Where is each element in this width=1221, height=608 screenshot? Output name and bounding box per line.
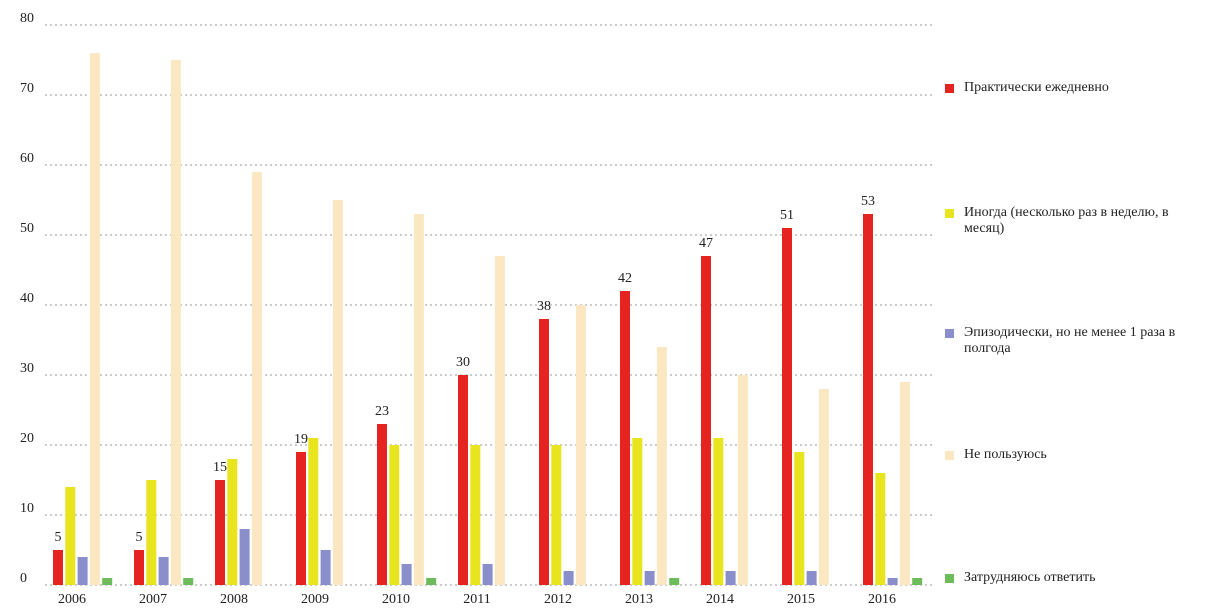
bar: [332, 200, 343, 585]
bar: [482, 564, 493, 585]
data-label: 42: [618, 271, 632, 286]
data-label: 23: [375, 404, 389, 419]
bar: [632, 438, 643, 585]
x-tick-label: 2012: [544, 592, 572, 607]
y-tick-label: 10: [20, 501, 34, 516]
chart: 0 10 20 30 40 50 60 70 80 2006 5 2007 5 2008 15 2009 19 2…: [20, 11, 935, 607]
bar: [875, 473, 886, 585]
bar: [158, 557, 169, 585]
bar: [539, 319, 549, 585]
y-tick-label: 40: [20, 291, 34, 306]
data-label: 51: [780, 208, 794, 223]
legend-swatch: [945, 329, 954, 338]
legend-swatch: [945, 574, 954, 583]
bar: [170, 60, 181, 585]
bar: [227, 459, 238, 585]
bar: [470, 445, 481, 585]
bar: [494, 256, 505, 585]
bar: [89, 53, 100, 585]
bar: [458, 375, 468, 585]
data-label: 19: [294, 432, 308, 447]
x-tick-label: 2011: [463, 592, 490, 607]
legend-item: Практически ежедневно: [945, 80, 1215, 96]
bar: [77, 557, 88, 585]
y-tick-label: 80: [20, 11, 34, 26]
bar: [912, 578, 923, 585]
data-label: 47: [699, 236, 713, 251]
bar: [53, 550, 63, 585]
legend-item: Не пользуюсь: [945, 447, 1215, 463]
x-tick-label: 2006: [58, 592, 86, 607]
bar: [794, 452, 805, 585]
y-tick-label: 50: [20, 221, 34, 236]
x-tick-label: 2013: [625, 592, 653, 607]
data-label: 30: [456, 355, 470, 370]
bar: [251, 172, 262, 585]
bar: [308, 438, 319, 585]
legend-item: Эпизодически, но не менее 1 раза в полго…: [945, 325, 1215, 357]
x-tick-label: 2007: [139, 592, 167, 607]
y-tick-label: 60: [20, 151, 34, 166]
bar: [701, 256, 711, 585]
legend-label: Эпизодически, но не менее 1 раза в полго…: [964, 325, 1176, 356]
bar: [713, 438, 724, 585]
bar: [102, 578, 113, 585]
legend-label: Не пользуюсь: [964, 447, 1047, 462]
bar: [899, 382, 910, 585]
bar: [426, 578, 437, 585]
bar: [863, 214, 873, 585]
legend-swatch: [945, 451, 954, 460]
y-tick-label: 30: [20, 361, 34, 376]
legend-swatch: [945, 209, 954, 218]
x-tick-label: 2016: [868, 592, 896, 607]
data-label: 15: [213, 460, 227, 475]
data-label: 5: [136, 530, 143, 545]
y-tick-label: 0: [20, 571, 27, 586]
bar: [818, 389, 829, 585]
bar: [183, 578, 194, 585]
bar: [656, 347, 667, 585]
legend-item: Затрудняюсь ответить: [945, 570, 1215, 586]
bar: [389, 445, 400, 585]
bar: [401, 564, 412, 585]
bar: [782, 228, 792, 585]
bar: [65, 487, 76, 585]
x-tick-label: 2009: [301, 592, 329, 607]
bar: [563, 571, 574, 585]
bar: [575, 305, 586, 585]
legend-label: Практически ежедневно: [964, 80, 1109, 95]
bar: [215, 480, 225, 585]
bar: [320, 550, 331, 585]
bar: [413, 214, 424, 585]
bar: [620, 291, 630, 585]
x-tick-label: 2010: [382, 592, 410, 607]
x-tick-label: 2015: [787, 592, 815, 607]
legend-swatch: [945, 84, 954, 93]
legend-item: Иногда (несколько раз в неделю, в месяц): [945, 205, 1215, 237]
bar: [669, 578, 680, 585]
bar: [239, 529, 250, 585]
bar: [887, 578, 898, 585]
data-label: 53: [861, 194, 875, 209]
bar: [725, 571, 736, 585]
data-label: 38: [537, 299, 551, 314]
bar: [146, 480, 157, 585]
data-label: 5: [55, 530, 62, 545]
legend-label: Затрудняюсь ответить: [964, 570, 1096, 585]
legend-label: Иногда (несколько раз в неделю, в месяц): [964, 205, 1169, 236]
y-tick-label: 70: [20, 81, 34, 96]
bar: [296, 452, 306, 585]
bar: [377, 424, 387, 585]
bar: [551, 445, 562, 585]
bar: [134, 550, 144, 585]
bar: [644, 571, 655, 585]
bar: [737, 375, 748, 585]
x-tick-label: 2008: [220, 592, 248, 607]
x-tick-label: 2014: [706, 592, 734, 607]
y-tick-label: 20: [20, 431, 34, 446]
bar: [806, 571, 817, 585]
